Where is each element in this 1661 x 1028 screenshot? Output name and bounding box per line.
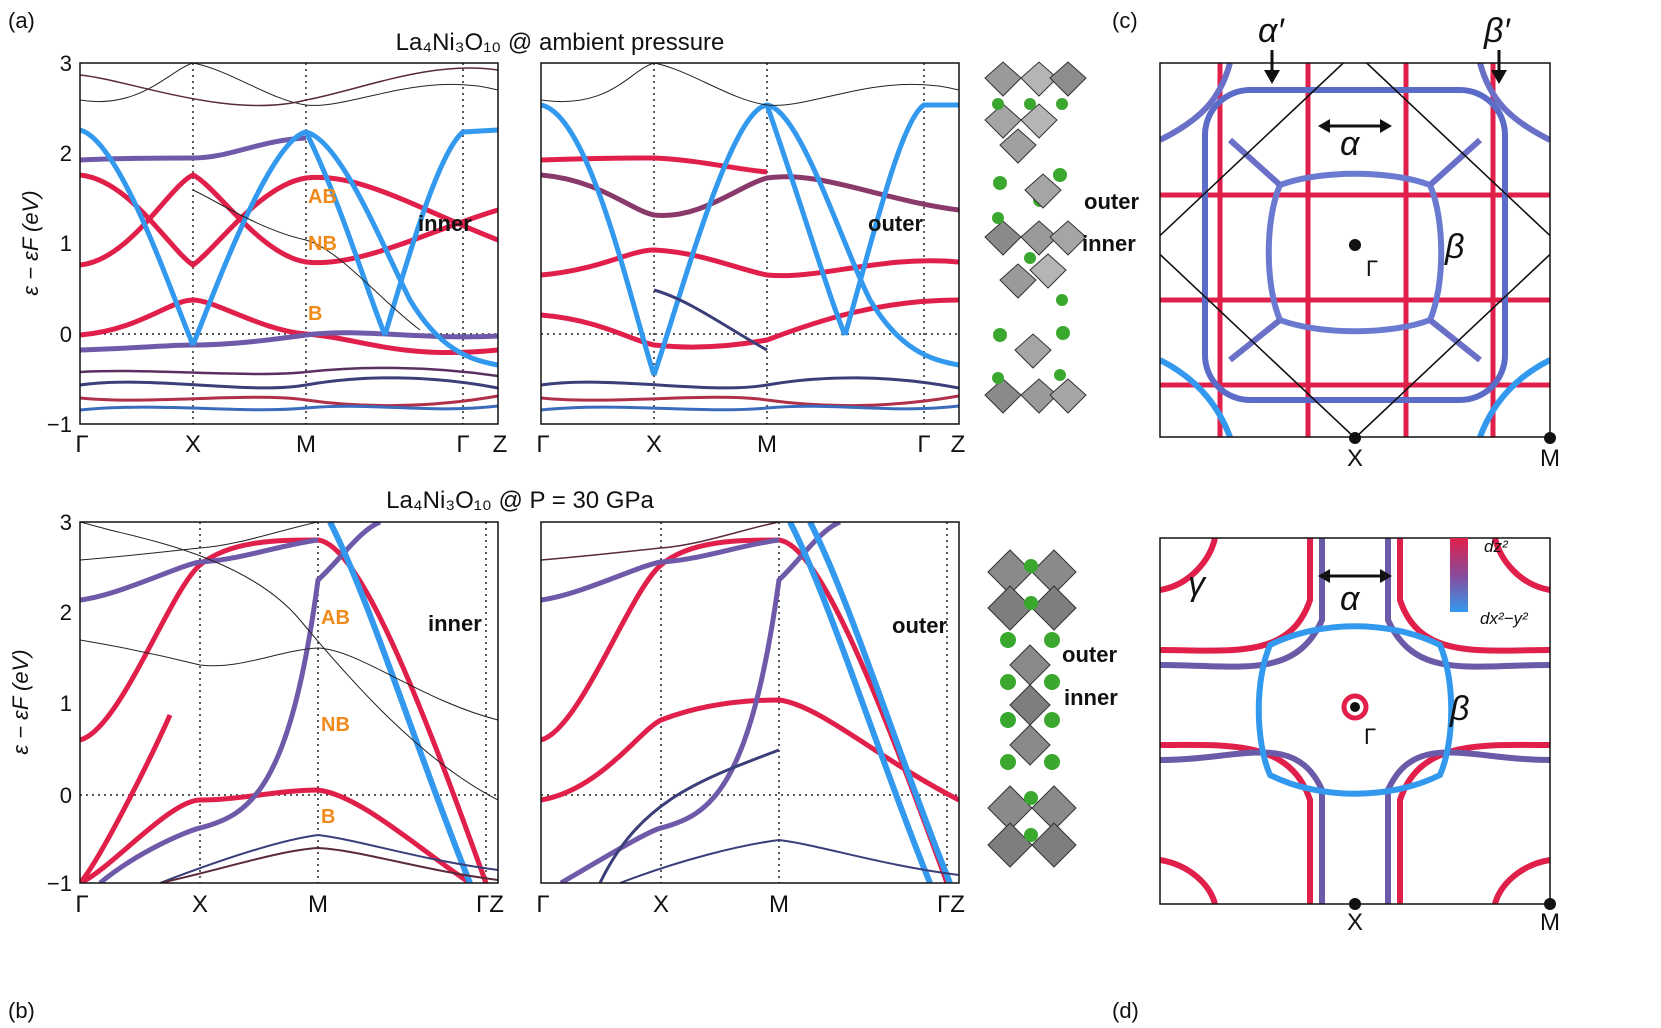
band-panel-b-inner xyxy=(79,521,499,884)
label-ab-a: AB xyxy=(308,186,337,208)
kpt-m: M xyxy=(757,431,777,458)
kpt-gamma-z: ΓZ xyxy=(937,891,965,918)
kpoints-a-outer: Γ X M Γ Z xyxy=(536,431,965,458)
ylabel-b: ε − εF (eV) xyxy=(8,649,33,754)
label-b-b: B xyxy=(321,806,335,828)
kpt-m: M xyxy=(769,891,789,918)
ytick-a-2: 2 xyxy=(60,141,72,166)
fs-c-beta-prime: β′ xyxy=(1483,12,1511,50)
kpt-gamma: Γ xyxy=(75,431,88,458)
label-outer-b: outer xyxy=(892,613,947,638)
ytick-a-0: 0 xyxy=(60,322,72,347)
kpt-gamma: Γ xyxy=(536,431,549,458)
panel-letter-c: (c) xyxy=(1112,8,1138,33)
fermi-surface-30gpa xyxy=(1159,537,1556,910)
fs-c-gamma-point: Γ xyxy=(1366,256,1378,281)
ytick-b-3: 3 xyxy=(60,510,72,535)
kpt-x: X xyxy=(192,891,208,918)
kpoints-a-inner: Γ X M Γ Z xyxy=(75,431,507,458)
kpoints-b-inner: Γ X M ΓZ xyxy=(75,891,504,918)
fs-d-gamma-point: Γ xyxy=(1364,724,1376,749)
ytick-b-1: 1 xyxy=(60,691,72,716)
kpt-z: Z xyxy=(951,431,966,458)
kpt-gamma-z: ΓZ xyxy=(476,891,504,918)
kpt-gamma2: Γ xyxy=(456,431,469,458)
kpt-z: Z xyxy=(493,431,508,458)
kpt-x: X xyxy=(185,431,201,458)
fs-c-alpha-prime: α′ xyxy=(1258,12,1285,50)
kpt-m: M xyxy=(296,431,316,458)
fs-c-beta: β xyxy=(1444,228,1464,266)
crystal-label-inner-b: inner xyxy=(1064,685,1118,710)
crystal-label-outer-a: outer xyxy=(1084,189,1139,214)
panel-letter-a: (a) xyxy=(8,8,35,33)
colorbar-label-bottom: dx²−y² xyxy=(1480,609,1529,628)
ytick-b-0: 0 xyxy=(60,783,72,808)
fs-d-m-point: M xyxy=(1540,909,1560,936)
colorbar-label-top: dz² xyxy=(1484,537,1509,556)
kpt-x: X xyxy=(646,431,662,458)
fs-c-x-point: X xyxy=(1347,445,1363,472)
fs-d-x-point: X xyxy=(1347,909,1363,936)
label-ab-b: AB xyxy=(321,607,350,629)
yticks-b: 3 2 1 0 −1 xyxy=(47,510,72,896)
kpt-gamma: Γ xyxy=(75,891,88,918)
title-ambient: La₄Ni₃O₁₀ @ ambient pressure xyxy=(396,29,725,56)
band-panel-a-inner xyxy=(79,62,499,425)
band-panel-a-outer xyxy=(540,62,960,425)
label-b-a: B xyxy=(308,303,322,325)
crystal-label-inner-a: inner xyxy=(1082,231,1136,256)
label-nb-b: NB xyxy=(321,714,350,736)
crystal-structure-30gpa xyxy=(987,549,1077,868)
label-nb-a: NB xyxy=(308,233,337,255)
ytick-b-m1: −1 xyxy=(47,871,72,896)
label-outer-a: outer xyxy=(868,211,923,236)
fs-d-alpha: α xyxy=(1340,580,1361,618)
ytick-a-m1: −1 xyxy=(47,412,72,437)
yticks-a: 3 2 1 0 −1 xyxy=(47,51,72,437)
ytick-a-1: 1 xyxy=(60,231,72,256)
fs-c-m-point: M xyxy=(1540,445,1560,472)
ytick-a-3: 3 xyxy=(60,51,72,76)
crystal-structure-ambient xyxy=(984,61,1087,414)
label-inner-a: inner xyxy=(418,211,472,236)
band-panel-b-outer xyxy=(540,521,960,884)
kpt-x: X xyxy=(653,891,669,918)
kpoints-b-outer: Γ X M ΓZ xyxy=(536,891,965,918)
kpt-gamma: Γ xyxy=(536,891,549,918)
ylabel-a: ε − εF (eV) xyxy=(18,190,43,295)
fs-d-beta: β xyxy=(1449,690,1469,728)
panel-letter-b: (b) xyxy=(8,998,35,1023)
label-inner-b: inner xyxy=(428,611,482,636)
title-30gpa: La₄Ni₃O₁₀ @ P = 30 GPa xyxy=(386,487,654,514)
fs-c-alpha: α xyxy=(1340,125,1361,163)
ytick-b-2: 2 xyxy=(60,600,72,625)
crystal-label-outer-b: outer xyxy=(1062,642,1117,667)
kpt-gamma2: Γ xyxy=(917,431,930,458)
kpt-m: M xyxy=(308,891,328,918)
fermi-surface-ambient xyxy=(1159,50,1556,444)
colorbar xyxy=(1450,538,1468,612)
panel-letter-d: (d) xyxy=(1112,998,1139,1023)
fs-d-gamma: γ xyxy=(1188,565,1207,603)
